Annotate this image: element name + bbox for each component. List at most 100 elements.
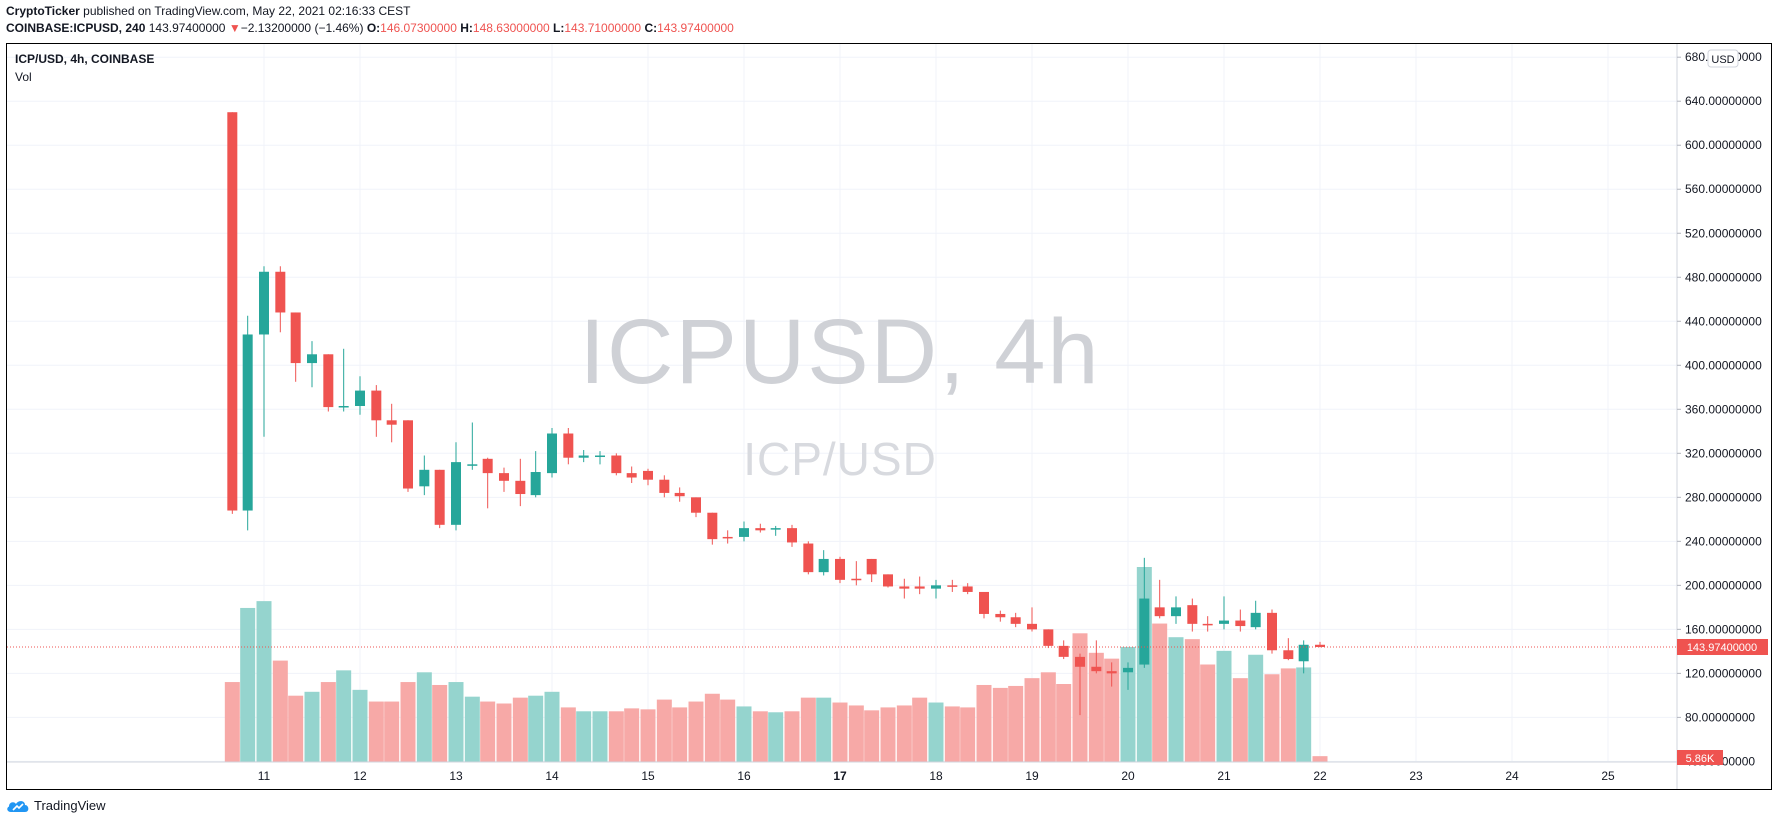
candle-body (674, 492, 685, 497)
volume-bar (832, 702, 848, 762)
volume-bar (960, 707, 976, 762)
candle-body (1315, 644, 1325, 647)
volume-series (224, 567, 1328, 762)
candle-body (931, 585, 941, 589)
volume-bar (976, 684, 992, 762)
price-tick-label: 280.00000000 (1685, 490, 1762, 504)
volume-bar (576, 711, 592, 762)
candle-body (659, 479, 670, 493)
volume-bar (1024, 678, 1040, 762)
volume-badge: 5.86K (1677, 750, 1723, 765)
footer-brand[interactable]: TradingView (6, 798, 106, 813)
currency-badge[interactable]: USD (1707, 49, 1739, 68)
candle-body (1219, 620, 1229, 624)
volume-bar (656, 699, 672, 762)
volume-bar (592, 711, 608, 762)
time-axis[interactable]: 11 12 13 14 15 16 17 18 19 20 21 22 23 24 25 (258, 769, 1615, 783)
volume-bar (1168, 637, 1184, 762)
candle-body (818, 558, 829, 573)
time-tick-label: 13 (449, 769, 463, 783)
low-value: 143.71000000 (564, 21, 642, 35)
volume-bar (992, 687, 1008, 762)
time-tick-label: 16 (737, 769, 751, 783)
open-value: 146.07300000 (380, 21, 457, 35)
candle-body (787, 528, 797, 543)
volume-bar (1232, 678, 1248, 762)
price-tick-label: 360.00000000 (1685, 402, 1762, 416)
series-legend-title[interactable]: ICP/USD, 4h, COINBASE (15, 52, 155, 66)
candle-body (371, 390, 382, 421)
volume-bar (1056, 684, 1072, 762)
volume-bar (704, 693, 720, 762)
candle-body (1139, 598, 1150, 665)
footer-brand-label: TradingView (34, 798, 106, 813)
volume-bar (512, 697, 528, 762)
time-tick-label: 21 (1217, 769, 1231, 783)
candle-body (1202, 623, 1213, 626)
time-tick-label: 15 (641, 769, 655, 783)
candle-body (482, 458, 493, 474)
candle-body (1154, 607, 1165, 617)
time-tick-label: 17 (833, 769, 847, 783)
candle-body (962, 586, 973, 592)
volume-bar (800, 697, 816, 762)
candle-body (866, 558, 877, 575)
candle-body (595, 455, 605, 458)
price-tick-label: 520.00000000 (1685, 226, 1762, 240)
candle-body (1187, 605, 1198, 624)
change-value: −2.13200000 (−1.46%) (240, 21, 364, 35)
candle-body (1058, 645, 1069, 657)
volume-bar (1152, 623, 1168, 762)
candle-body (979, 591, 989, 614)
price-tick-label: 400.00000000 (1685, 358, 1762, 372)
volume-bar (304, 691, 320, 762)
author-name[interactable]: CryptoTicker (6, 4, 80, 18)
price-axis[interactable]: 680.00000000640.00000000600.00000000560.… (1677, 50, 1762, 768)
volume-bar (1088, 652, 1104, 762)
chart-frame[interactable] (6, 43, 1772, 790)
symbol-line: COINBASE:ICPUSD, 240 (6, 21, 146, 35)
volume-bar (816, 697, 832, 762)
candle-body (626, 473, 637, 478)
candle-body (563, 433, 574, 458)
volume-bar (320, 682, 336, 762)
candle-body (1123, 667, 1133, 673)
candle-body (914, 586, 925, 589)
volume-bar (368, 701, 384, 762)
volume-bar (352, 689, 368, 762)
candle-body (1027, 623, 1037, 630)
candle-body (499, 473, 509, 481)
high-value: 148.63000000 (472, 21, 550, 35)
price-tick-label: 160.00000000 (1685, 622, 1762, 636)
change-arrow-icon: ▼ (228, 21, 241, 35)
candle-body (883, 574, 893, 587)
candle-body (386, 420, 397, 425)
volume-bar (1264, 674, 1280, 762)
high-label: H: (460, 21, 473, 35)
volume-bar (928, 702, 944, 762)
volume-bar (1120, 646, 1136, 762)
volume-bar (1296, 667, 1312, 762)
time-tick-label: 19 (1025, 769, 1039, 783)
volume-bar (224, 682, 240, 762)
candle-body (259, 271, 269, 335)
candle-body (323, 354, 334, 408)
candle-body (338, 405, 349, 408)
candle-body (835, 558, 845, 580)
volume-bar (640, 709, 656, 762)
price-tick-label: 560.00000000 (1685, 182, 1762, 196)
candle-body (578, 455, 589, 458)
volume-bar (784, 711, 800, 762)
candle-body (515, 480, 526, 495)
price-tick-label: 480.00000000 (1685, 270, 1762, 284)
candle-body (1171, 607, 1181, 617)
volume-bar (400, 682, 416, 762)
volume-bar (672, 707, 688, 762)
candle-body (722, 536, 733, 539)
candle-body (899, 586, 910, 589)
volume-bar (384, 701, 400, 762)
candle-body (290, 312, 301, 364)
last-price-badge: 143.97400000 (1677, 638, 1768, 655)
volume-legend[interactable]: Vol (15, 70, 32, 84)
